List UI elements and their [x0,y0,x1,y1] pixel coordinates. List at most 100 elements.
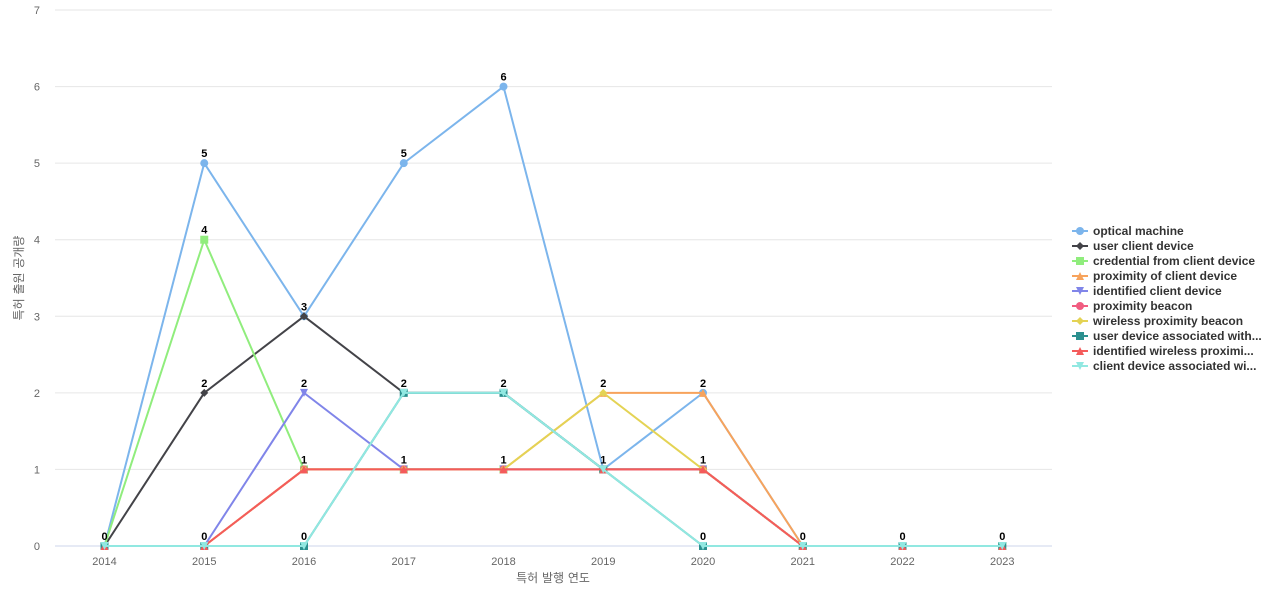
data-label: 2 [500,378,506,390]
y-tick-label: 2 [34,388,40,400]
x-tick-label: 2021 [791,556,815,568]
y-tick-label: 5 [34,158,40,170]
x-tick-label: 2018 [491,556,515,568]
chart-legend: optical machine user client device credent… [1070,223,1280,373]
data-label: 0 [201,531,207,543]
legend-item-client-device-associated-wi[interactable]: client device associated wi... [1070,358,1280,373]
data-point [100,542,109,550]
data-point [798,542,807,550]
data-label: 2 [700,378,706,390]
data-point [499,82,508,91]
legend-symbol [1072,316,1088,325]
y-tick-label: 4 [34,235,40,247]
data-label: 0 [101,531,107,543]
data-label: 1 [401,454,407,466]
legend-item-optical-machine[interactable]: optical machine [1070,223,1280,238]
legend-symbol [1072,361,1088,370]
x-tick-label: 2015 [192,556,216,568]
data-point [200,159,209,168]
data-label: 1 [600,454,606,466]
data-label: 0 [899,531,905,543]
data-point [300,465,308,474]
series-line [103,468,1004,547]
data-label: 0 [700,531,706,543]
legend-label: identified client device [1093,283,1222,298]
series-line [103,468,1004,547]
series-proximity-beacon [100,465,1007,550]
legend-item-identified-wireless-proximi[interactable]: identified wireless proximi... [1070,343,1280,358]
legend-label: identified wireless proximi... [1093,343,1254,358]
legend-item-credential-from-client-device[interactable]: credential from client device [1070,253,1280,268]
legend-label: client device associated wi... [1093,358,1257,373]
legend-label: proximity of client device [1093,268,1238,283]
x-axis-ticks: 2014 2015 2016 2017 2018 2019 2020 2021 2022 2023 [92,556,1014,568]
data-point [699,465,707,474]
data-point [898,542,907,550]
data-label: 5 [201,148,207,160]
legend-item-wireless-proximity-beacon[interactable]: wireless proximity beacon [1070,313,1280,328]
data-point [300,388,308,397]
series-identified-wireless-proximi [100,465,1007,550]
data-label: 4 [201,225,208,237]
legend-symbol [1072,331,1088,340]
legend-marker [1076,286,1084,295]
data-point [300,312,308,321]
y-tick-label: 1 [34,464,40,476]
data-point [499,388,508,397]
legend-marker [1076,301,1084,310]
data-label: 1 [301,454,307,466]
x-tick-label: 2022 [890,556,914,568]
legend-symbol [1072,256,1088,265]
legend-marker [1076,346,1084,355]
legend-symbol [1072,271,1088,280]
y-axis-title: 특허 출원 공개량 [12,236,26,321]
data-point [699,388,707,397]
x-axis-title: 특허 발행 연도 [516,570,590,585]
legend-label: proximity beacon [1093,298,1193,313]
y-tick-label: 6 [34,82,40,94]
data-labels: 0 5 4 2 0 3 2 1 0 5 2 1 6 2 1 2 1 2 1 0 0 0 0 [101,72,1005,543]
data-label: 2 [301,378,307,390]
series-line [103,391,1004,547]
y-tick-label: 7 [34,5,40,17]
legend-marker [1076,331,1084,340]
y-tick-label: 3 [34,311,40,323]
x-tick-label: 2017 [392,556,416,568]
legend-marker [1076,271,1084,280]
data-point [998,542,1007,550]
data-point [200,235,209,244]
data-point [300,542,308,550]
legend-symbol [1072,241,1088,250]
data-point [599,388,608,397]
data-label: 0 [999,531,1005,543]
data-point [399,388,408,397]
data-point [399,159,408,168]
data-point [599,465,608,474]
legend-symbol [1072,286,1088,295]
data-label: 2 [201,378,207,390]
legend-item-proximity-of-client-device[interactable]: proximity of client device [1070,268,1280,283]
legend-item-user-client-device[interactable]: user client device [1070,238,1280,253]
legend-marker [1076,316,1084,325]
x-tick-label: 2019 [591,556,615,568]
legend-marker [1076,226,1084,235]
legend-symbol [1072,301,1088,310]
data-point [399,465,408,474]
data-label: 0 [800,531,806,543]
data-point [200,542,209,550]
x-tick-label: 2023 [990,556,1014,568]
series-client-device-associated-wi [100,388,1007,550]
data-label: 3 [301,301,307,313]
series-group [100,82,1007,550]
legend-item-identified-client-device[interactable]: identified client device [1070,283,1280,298]
legend-item-proximity-beacon[interactable]: proximity beacon [1070,298,1280,313]
data-label: 0 [301,531,307,543]
legend-label: wireless proximity beacon [1093,313,1244,328]
data-label: 1 [500,454,506,466]
legend-item-user-device-associated-with[interactable]: user device associated with... [1070,328,1280,343]
legend-label: credential from client device [1093,253,1256,268]
x-tick-label: 2014 [92,556,116,568]
data-label: 5 [401,148,407,160]
data-label: 1 [700,454,706,466]
